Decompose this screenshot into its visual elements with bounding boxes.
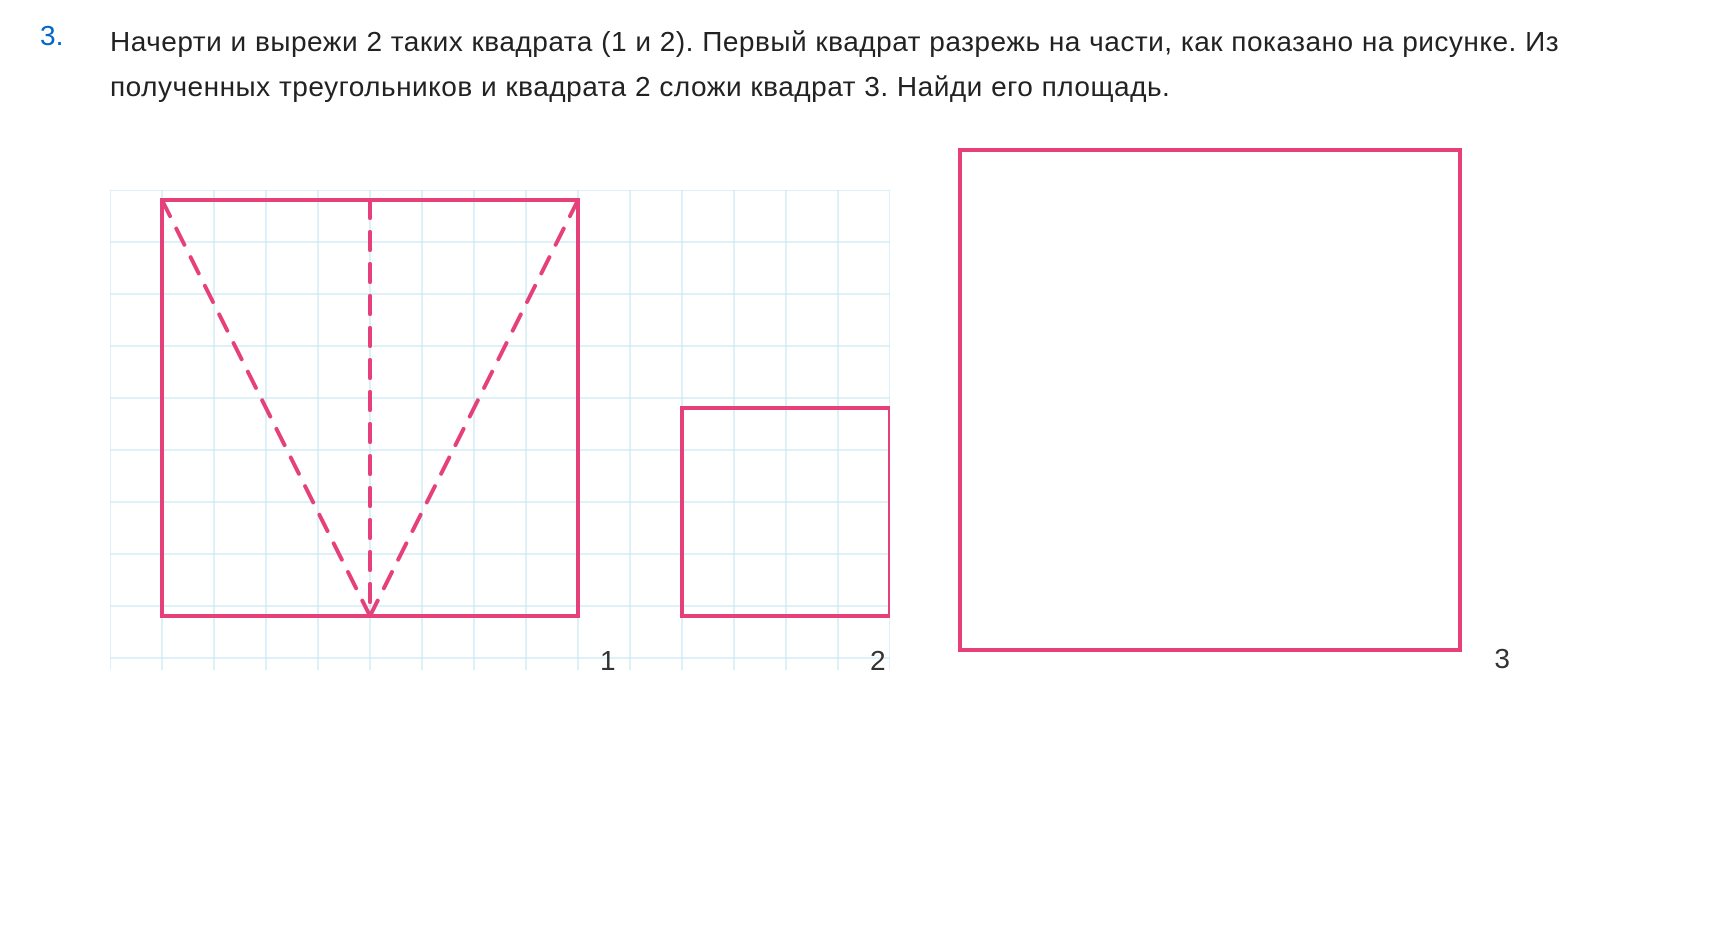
square3-svg [950,140,1480,670]
problem-container: 3. Начерти и вырежи 2 таких квадрата (1 … [40,20,1673,670]
square2-label: 2 [870,645,886,677]
square3-label: 3 [1494,643,1510,675]
square1-label: 1 [600,645,616,677]
grid-area: 1 2 [110,190,890,670]
problem-body: Начерти и вырежи 2 таких квадрата (1 и 2… [110,20,1673,670]
problem-number: 3. [40,20,70,670]
problem-text: Начерти и вырежи 2 таких квадрата (1 и 2… [110,20,1673,110]
figures-row: 1 2 3 [110,140,1673,670]
shapes-svg [110,190,890,670]
square3-wrapper: 3 [950,140,1480,670]
